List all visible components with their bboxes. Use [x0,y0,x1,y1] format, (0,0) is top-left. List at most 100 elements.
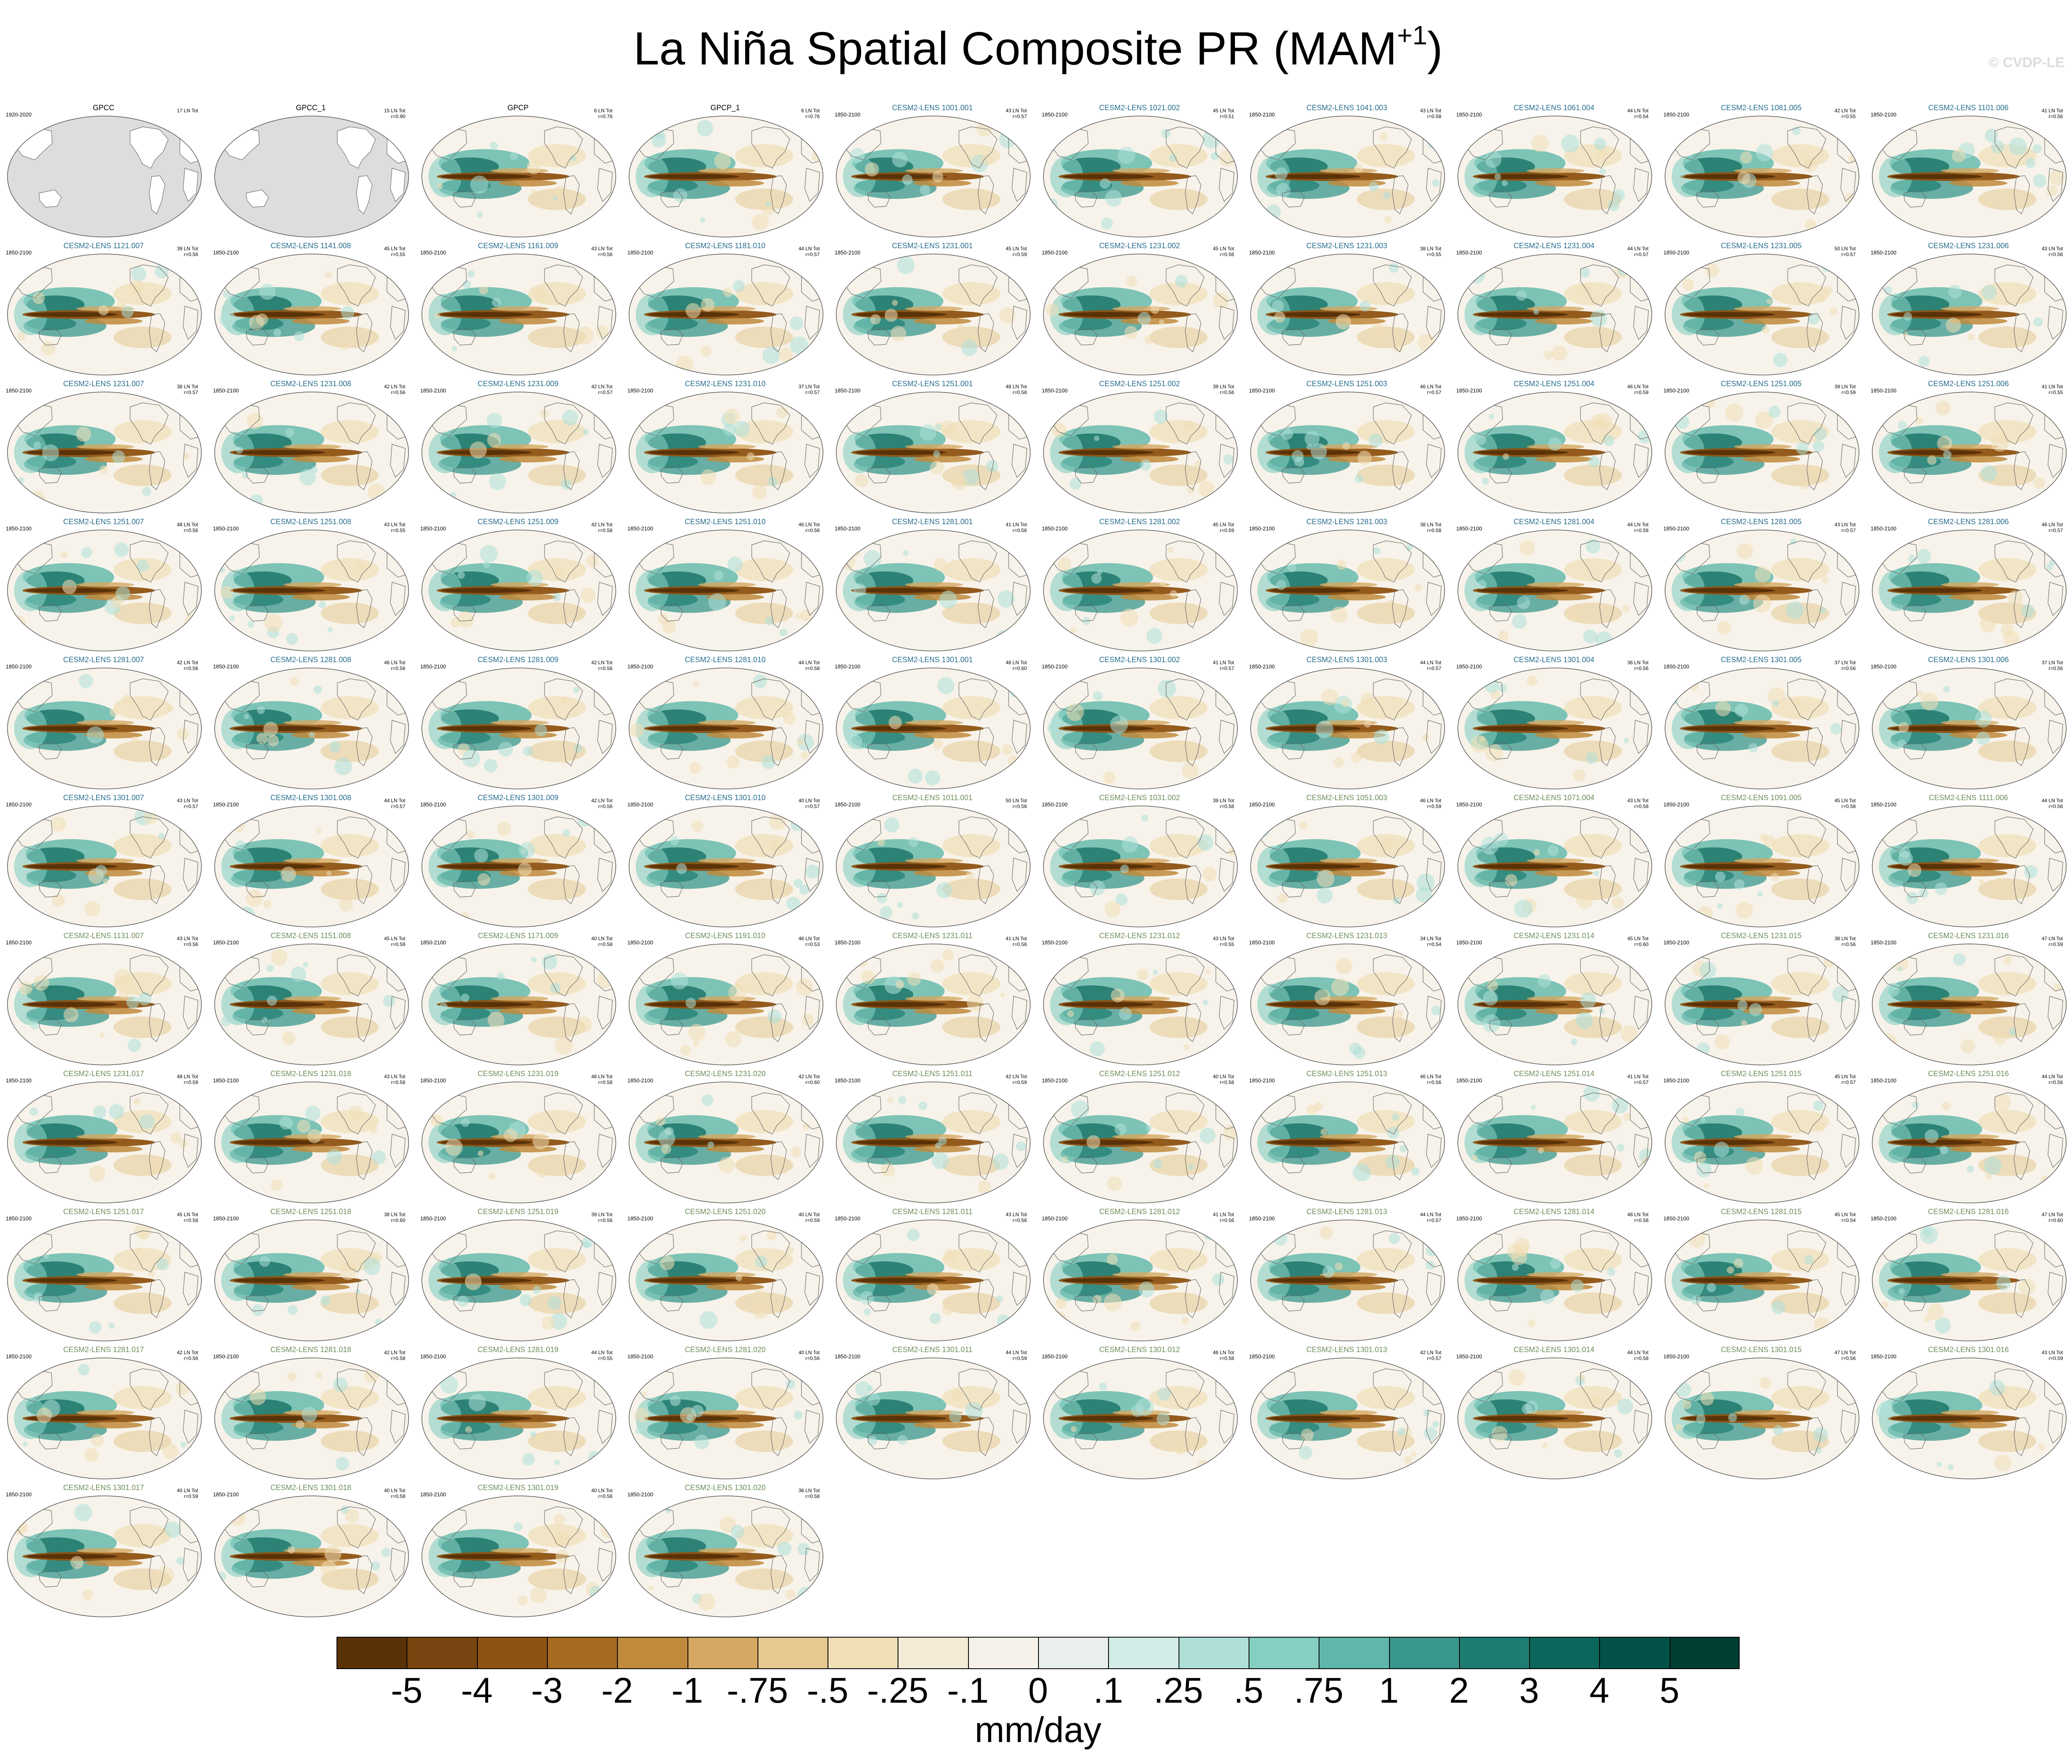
panel-stats: 46 LN Tot r=0.56 [1420,1074,1441,1085]
map-panel: CESM2-LENS 1251.005 1850-2100 39 LN Tot r=0… [1658,380,1865,516]
panel-title: CESM2-LENS 1281.013 [1306,1207,1387,1216]
panel-years: 1850-2100 [627,1215,654,1222]
panel-years: 1850-2100 [420,801,446,808]
panel-stats: 45 LN Tot r=0.58 [1835,798,1856,809]
panel-years: 1850-2100 [835,663,861,670]
panel-stats: 48 LN Tot r=0.58 [1627,1212,1648,1223]
robinson-map [1872,1357,2067,1479]
panel-stats: 36 LN Tot r=0.56 [1627,660,1648,671]
robinson-map [836,1220,1031,1341]
panel-title: CESM2-LENS 1251.008 [270,518,351,526]
panel-title: CESM2-LENS 1231.008 [270,380,351,388]
map-panel: CESM2-LENS 1151.008 1850-2100 45 LN Tot r=0… [207,932,414,1068]
colorbar-swatch [757,1637,828,1669]
panel-years: 1850-2100 [627,249,654,256]
panel-stats: 42 LN Tot r=0.58 [384,1350,405,1361]
la-nina-count: 50 LN Tot [1834,246,1856,252]
panel-title: CESM2-LENS 1301.020 [685,1483,766,1492]
panel-title: CESM2-LENS 1141.008 [271,242,351,250]
map-panel: CESM2-LENS 1251.009 1850-2100 42 LN Tot r=0… [414,518,622,654]
la-nina-count: 43 LN Tot [384,1074,405,1079]
panel-title: CESM2-LENS 1081.005 [1721,104,1802,112]
panel-years: 1850-2100 [1663,525,1690,532]
robinson-map [421,1495,616,1617]
la-nina-count: 50 LN Tot [1005,798,1027,803]
panel-years: 1850-2100 [835,939,861,946]
panel-years: 1850-2100 [1456,1215,1482,1222]
map-panel: CESM2-LENS 1301.015 1850-2100 47 LN Tot r=0… [1658,1345,1865,1482]
colorbar-swatch [1108,1637,1179,1669]
robinson-map [1872,254,2067,375]
panel-years: 1850-2100 [6,387,32,394]
robinson-map [629,1220,823,1341]
robinson-map [1250,806,1445,927]
map-panel: GPCP_1 6 LN Tot r=0.76 [622,104,829,240]
robinson-map [1665,116,1859,237]
map-panel: CESM2-LENS 1061.004 1850-2100 44 LN Tot r=0… [1450,104,1658,240]
panel-years: 1850-2100 [213,1215,239,1222]
map-panel: CESM2-LENS 1281.014 1850-2100 48 LN Tot r=0… [1450,1207,1658,1344]
colorbar-tick-label: -.1 [947,1671,989,1711]
la-nina-count: 42 LN Tot [384,1350,405,1355]
map-panel: CESM2-LENS 1231.019 1850-2100 48 LN Tot r=0… [414,1070,622,1206]
la-nina-count: 36 LN Tot [1627,660,1648,665]
panel-stats: 34 LN Tot r=0.54 [1420,936,1441,947]
pattern-correlation: r=0.60 [805,1079,820,1085]
pattern-correlation: r=0.60 [391,1217,405,1223]
colorbar-tick-label: .25 [1153,1671,1203,1711]
robinson-map [1457,944,1652,1065]
panel-stats: 39 LN Tot r=0.59 [1835,384,1856,395]
pattern-correlation: r=0.55 [2048,390,2063,395]
map-panel: CESM2-LENS 1251.004 1850-2100 46 LN Tot r=0… [1450,380,1658,516]
panel-stats: 43 LN Tot r=0.57 [1835,522,1856,533]
map-panel: CESM2-LENS 1231.011 1850-2100 41 LN Tot r=0… [829,932,1036,1068]
panel-title: CESM2-LENS 1281.010 [685,656,766,664]
panel-stats: 38 LN Tot r=0.55 [1420,246,1441,257]
robinson-map [629,944,823,1065]
map-panel: CESM2-LENS 1231.008 1850-2100 42 LN Tot r=0… [207,380,414,516]
panel-years: 1850-2100 [1663,801,1690,808]
pattern-correlation: r=0.57 [805,803,820,809]
map-panel: GPCC_1 15 LN Tot r=0.90 [207,104,414,240]
pattern-correlation: r=0.58 [1427,114,1441,119]
panel-title: CESM2-LENS 1281.020 [685,1345,766,1354]
panel-title: CESM2-LENS 1301.010 [685,794,766,802]
pattern-correlation: r=0.59 [184,1493,198,1499]
pattern-correlation: r=0.56 [1012,803,1027,809]
map-panel: CESM2-LENS 1051.003 1850-2100 46 LN Tot r=0… [1243,794,1450,930]
panel-title: CESM2-LENS 1281.002 [1099,518,1180,526]
map-panel: CESM2-LENS 1231.004 1850-2100 44 LN Tot r=0… [1450,242,1658,378]
la-nina-count: 39 LN Tot [177,246,198,252]
panel-title: CESM2-LENS 1301.018 [270,1483,351,1492]
la-nina-count: 39 LN Tot [1213,798,1234,803]
colorbar-tick-label: 2 [1449,1671,1469,1711]
map-panel: CESM2-LENS 1251.010 1850-2100 46 LN Tot r=0… [622,518,829,654]
colorbar-tick-label: 4 [1589,1671,1610,1711]
map-panel: CESM2-LENS 1301.019 1850-2100 40 LN Tot r=0… [414,1483,622,1620]
panel-title: CESM2-LENS 1231.004 [1513,242,1595,250]
panel-stats: 46 LN Tot r=0.57 [1420,384,1441,395]
map-panel: CESM2-LENS 1171.009 1850-2100 40 LN Tot r=0… [414,932,622,1068]
panel-title: CESM2-LENS 1301.015 [1721,1345,1802,1354]
map-panel: CESM2-LENS 1161.009 1850-2100 43 LN Tot r=0… [414,242,622,378]
panel-title: CESM2-LENS 1281.006 [1928,518,2009,526]
panel-years: 1850-2100 [627,1353,654,1360]
robinson-map [1043,1082,1238,1203]
panel-title: GPCP_1 [710,104,740,112]
colorbar-tick-label: 3 [1519,1671,1539,1711]
pattern-correlation: r=0.56 [391,665,405,671]
pattern-correlation: r=0.58 [1841,803,1856,809]
panel-years: 1850-2100 [835,249,861,256]
map-panel: CESM2-LENS 1281.011 1850-2100 43 LN Tot r=0… [829,1207,1036,1344]
pattern-correlation: r=0.56 [598,803,612,809]
colorbar-swatch [1178,1637,1249,1669]
la-nina-count: 40 LN Tot [591,1488,612,1493]
robinson-map [629,116,823,237]
panel-years: 1850-2100 [1249,249,1275,256]
panel-title: CESM2-LENS 1281.005 [1721,518,1802,526]
panel-years: 1850-2100 [6,939,32,946]
panel-years: 1850-2100 [6,525,32,532]
la-nina-count: 41 LN Tot [1005,522,1027,528]
map-panel: CESM2-LENS 1231.007 1850-2100 38 LN Tot r=0… [0,380,207,516]
robinson-map [1665,1082,1859,1203]
